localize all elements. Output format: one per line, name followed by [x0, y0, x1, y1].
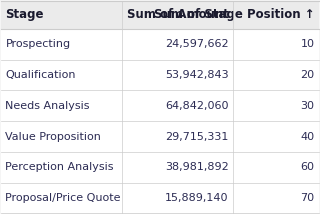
Text: Sum of Stage Position ↑: Sum of Stage Position ↑ — [154, 8, 315, 21]
Text: 40: 40 — [300, 132, 315, 141]
Text: 10: 10 — [300, 39, 315, 49]
Text: Stage: Stage — [5, 8, 44, 21]
Bar — [1, 1, 319, 29]
Text: 38,981,892: 38,981,892 — [165, 162, 228, 172]
Text: 29,715,331: 29,715,331 — [165, 132, 228, 141]
Text: Prospecting: Prospecting — [5, 39, 71, 49]
Text: Perception Analysis: Perception Analysis — [5, 162, 114, 172]
Bar — [1, 29, 319, 60]
Text: 70: 70 — [300, 193, 315, 203]
Bar — [1, 152, 319, 183]
Text: Qualification: Qualification — [5, 70, 76, 80]
Text: 20: 20 — [300, 70, 315, 80]
Bar — [1, 121, 319, 152]
Text: Needs Analysis: Needs Analysis — [5, 101, 90, 111]
Bar — [1, 91, 319, 121]
Text: Value Proposition: Value Proposition — [5, 132, 101, 141]
Bar — [1, 60, 319, 91]
Text: 64,842,060: 64,842,060 — [165, 101, 228, 111]
Text: Sum of Amount: Sum of Amount — [127, 8, 228, 21]
Text: 60: 60 — [300, 162, 315, 172]
Text: 30: 30 — [300, 101, 315, 111]
Bar — [1, 183, 319, 213]
Text: 53,942,843: 53,942,843 — [165, 70, 228, 80]
Text: Proposal/Price Quote: Proposal/Price Quote — [5, 193, 121, 203]
Text: 15,889,140: 15,889,140 — [165, 193, 228, 203]
Text: 24,597,662: 24,597,662 — [165, 39, 228, 49]
